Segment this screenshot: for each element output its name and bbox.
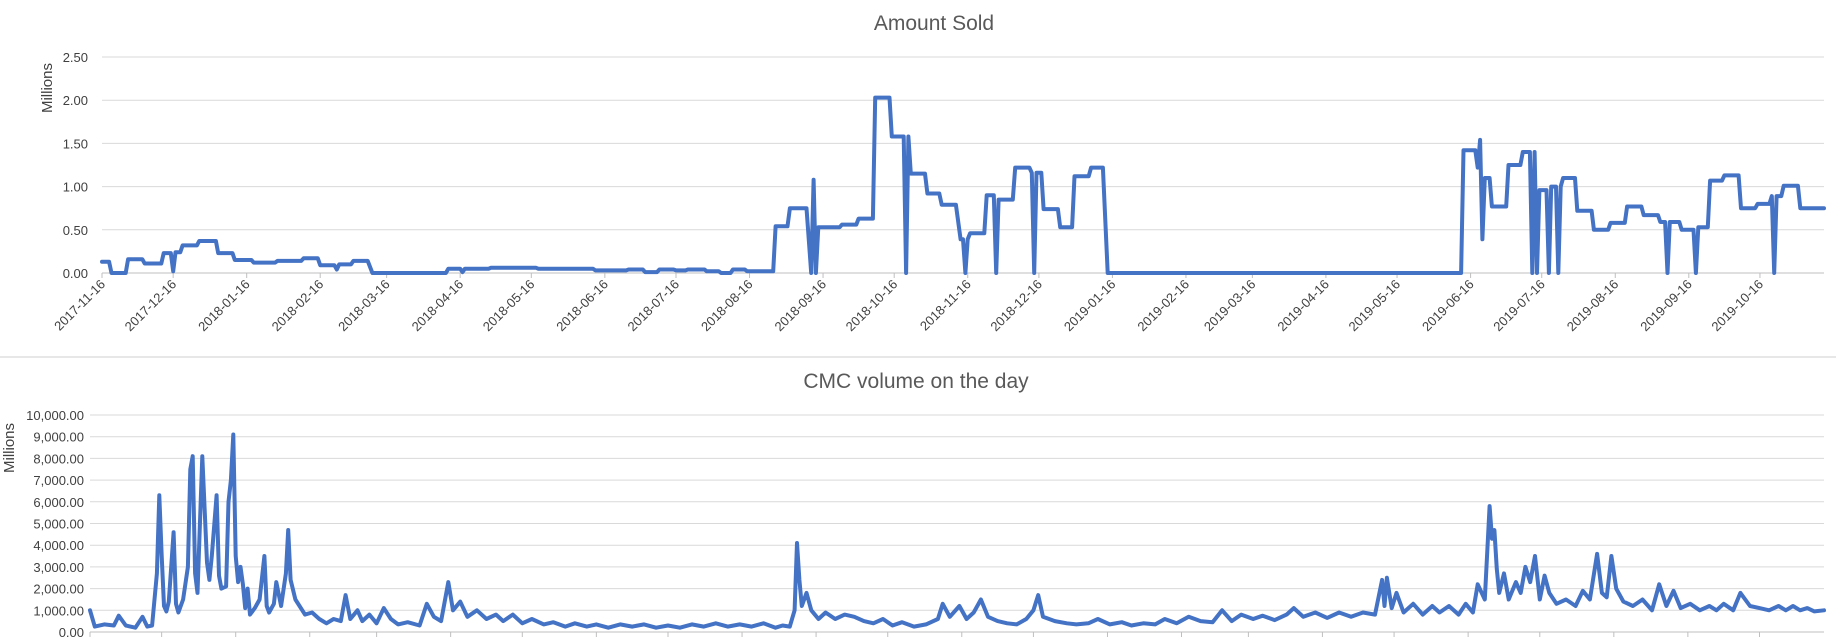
amount-sold-title: Amount Sold	[874, 12, 994, 35]
amount-sold-x-tick-label: 2019-08-16	[1564, 277, 1622, 335]
amount-sold-x-tick-label: 2019-05-16	[1346, 277, 1404, 335]
amount-sold-x-tick-label: 2019-03-16	[1201, 277, 1259, 335]
cmc-volume-y-tick-label: 2,000.00	[33, 582, 84, 597]
amount-sold-x-tick-label: 2019-02-16	[1134, 277, 1192, 335]
amount-sold-x-tick-label: 2018-07-16	[624, 277, 682, 335]
amount-sold-x-tick-label: 2018-02-16	[269, 277, 327, 335]
amount-sold-y-tick-label: 1.50	[63, 136, 88, 151]
amount-sold-x-tick-label: 2019-07-16	[1490, 277, 1548, 335]
cmc-volume-x-ticks	[89, 632, 1761, 637]
cmc-volume-series-line	[88, 432, 1826, 630]
cmc-volume-y-tick-label: 8,000.00	[33, 451, 84, 466]
cmc-volume-y-tick-label: 0.00	[59, 625, 84, 640]
amount-sold-x-tick-label: 2018-11-16	[917, 277, 974, 334]
cmc-volume-y-tick-label: 3,000.00	[33, 560, 84, 575]
cmc-volume-y-tick-label: 5,000.00	[33, 517, 84, 532]
amount-sold-y-axis-label: Millions	[39, 63, 56, 113]
amount-sold-x-tick-label: 2018-03-16	[335, 277, 393, 335]
amount-sold-series-line	[100, 95, 1826, 275]
cmc-volume-y-ticks: 0.00 1,000.00 2,000.00 3,000.00 4,000.00 5,00…	[26, 408, 84, 640]
amount-sold-chart: Amount Sold Millions 0.00 0.50 1.00 1.50 2.0…	[39, 12, 1826, 334]
amount-sold-x-tick-label: 2018-05-16	[480, 277, 538, 335]
amount-sold-x-tick-label: 2018-10-16	[843, 277, 901, 335]
amount-sold-x-tick-label: 2018-01-16	[195, 277, 253, 335]
cmc-volume-chart: CMC volume on the day Millions 0.00 1,000…	[1, 370, 1826, 640]
amount-sold-x-tick-label: 2018-06-16	[553, 277, 611, 335]
amount-sold-x-tick-label: 2019-06-16	[1419, 277, 1477, 335]
cmc-volume-y-tick-label: 1,000.00	[33, 603, 84, 618]
amount-sold-x-tick-label: 2017-11-16	[51, 277, 108, 334]
amount-sold-y-ticks: 0.00 0.50 1.00 1.50 2.00 2.50	[63, 50, 88, 281]
amount-sold-y-tick-label: 2.00	[63, 93, 88, 108]
cmc-volume-title: CMC volume on the day	[803, 370, 1029, 393]
cmc-volume-y-tick-label: 7,000.00	[33, 473, 84, 488]
amount-sold-x-tick-label: 2018-08-16	[698, 277, 756, 335]
cmc-volume-y-tick-label: 4,000.00	[33, 538, 84, 553]
amount-sold-x-tick-label: 2019-09-16	[1637, 277, 1695, 335]
cmc-volume-y-tick-label: 6,000.00	[33, 495, 84, 510]
amount-sold-y-tick-label: 0.50	[63, 223, 88, 238]
amount-sold-x-tick-label: 2018-12-16	[987, 277, 1045, 335]
amount-sold-y-tick-label: 0.00	[63, 266, 88, 281]
amount-sold-x-tick-label: 2019-01-16	[1061, 277, 1119, 335]
amount-sold-x-tick-label: 2018-04-16	[409, 277, 467, 335]
amount-sold-x-tick-label: 2019-04-16	[1274, 277, 1332, 335]
amount-sold-x-tick-label: 2017-12-16	[122, 277, 180, 335]
cmc-volume-y-axis-label: Millions	[1, 423, 18, 473]
cmc-volume-y-tick-label: 10,000.00	[26, 408, 84, 423]
amount-sold-x-ticks: 2017-11-16 2017-12-16 2018-01-16 2018-02-16…	[51, 273, 1766, 334]
amount-sold-x-tick-label: 2019-10-16	[1708, 277, 1766, 335]
amount-sold-y-tick-label: 1.00	[63, 180, 88, 195]
amount-sold-y-tick-label: 2.50	[63, 50, 88, 65]
cmc-volume-y-tick-label: 9,000.00	[33, 430, 84, 445]
amount-sold-x-tick-label: 2018-09-16	[772, 277, 830, 335]
